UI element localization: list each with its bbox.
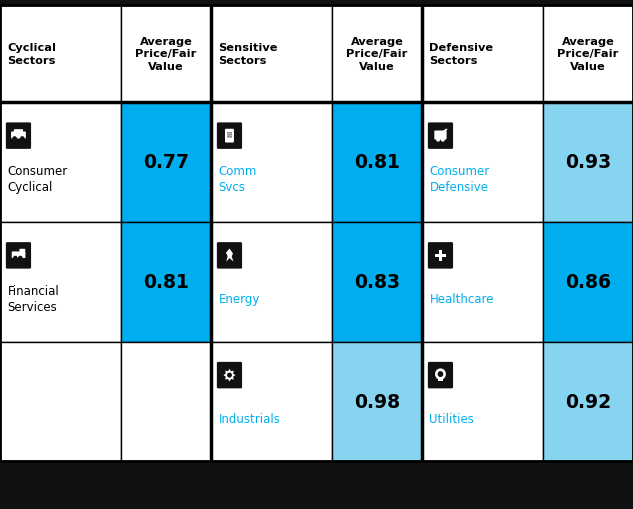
FancyBboxPatch shape [122,342,211,462]
FancyBboxPatch shape [0,103,122,222]
Circle shape [21,137,24,141]
FancyBboxPatch shape [11,132,26,139]
FancyBboxPatch shape [211,6,332,103]
FancyBboxPatch shape [543,222,633,342]
Text: Sensitive
Sectors: Sensitive Sectors [218,43,278,66]
FancyBboxPatch shape [6,123,31,150]
FancyBboxPatch shape [543,342,633,462]
Circle shape [436,370,445,379]
Text: Cyclical
Sectors: Cyclical Sectors [8,43,56,66]
FancyBboxPatch shape [332,103,422,222]
Circle shape [19,257,22,260]
FancyBboxPatch shape [543,6,633,103]
FancyBboxPatch shape [543,103,633,222]
FancyBboxPatch shape [227,133,232,139]
FancyBboxPatch shape [422,6,543,103]
Polygon shape [226,249,234,262]
Text: Consumer
Defensive: Consumer Defensive [429,165,490,194]
FancyBboxPatch shape [217,243,242,269]
FancyBboxPatch shape [422,222,543,342]
FancyBboxPatch shape [20,249,25,259]
FancyBboxPatch shape [6,243,31,269]
FancyBboxPatch shape [225,129,234,143]
FancyBboxPatch shape [428,123,453,150]
Circle shape [13,137,16,141]
FancyBboxPatch shape [434,131,447,140]
FancyBboxPatch shape [211,222,332,342]
FancyBboxPatch shape [0,222,122,342]
Polygon shape [223,369,235,382]
FancyBboxPatch shape [14,130,23,136]
FancyBboxPatch shape [211,103,332,222]
Text: 0.98: 0.98 [354,392,400,411]
Text: 0.93: 0.93 [565,153,611,172]
Circle shape [438,372,442,377]
Text: Healthcare: Healthcare [429,292,494,305]
FancyBboxPatch shape [428,362,453,388]
FancyBboxPatch shape [439,250,442,262]
Text: Average
Price/Fair
Value: Average Price/Fair Value [135,37,197,72]
Text: 0.81: 0.81 [143,273,189,292]
FancyBboxPatch shape [217,362,242,388]
FancyBboxPatch shape [332,342,422,462]
Text: 0.92: 0.92 [565,392,611,411]
FancyBboxPatch shape [211,342,332,462]
FancyBboxPatch shape [422,342,543,462]
FancyBboxPatch shape [438,378,442,381]
FancyBboxPatch shape [217,123,242,150]
FancyBboxPatch shape [11,252,25,259]
FancyBboxPatch shape [122,222,211,342]
Text: Comm
Svcs: Comm Svcs [218,165,257,194]
FancyBboxPatch shape [122,6,211,103]
Circle shape [437,139,439,142]
FancyBboxPatch shape [332,222,422,342]
Text: Financial
Services: Financial Services [8,284,59,314]
FancyBboxPatch shape [0,6,122,103]
Text: Energy: Energy [218,292,260,305]
Text: Average
Price/Fair
Value: Average Price/Fair Value [558,37,619,72]
Text: 0.83: 0.83 [354,273,400,292]
Text: Average
Price/Fair
Value: Average Price/Fair Value [346,37,408,72]
FancyBboxPatch shape [428,243,453,269]
Circle shape [228,374,231,377]
Circle shape [14,257,17,260]
Text: Consumer
Cyclical: Consumer Cyclical [8,165,68,194]
Text: 0.86: 0.86 [565,273,611,292]
Text: Utilities: Utilities [429,412,474,425]
FancyBboxPatch shape [435,254,446,258]
Text: 0.81: 0.81 [354,153,400,172]
Text: Defensive
Sectors: Defensive Sectors [429,43,494,66]
Text: Industrials: Industrials [218,412,280,425]
Circle shape [441,139,444,142]
FancyBboxPatch shape [422,103,543,222]
FancyBboxPatch shape [122,103,211,222]
Text: 0.77: 0.77 [143,153,189,172]
FancyBboxPatch shape [0,342,122,462]
FancyBboxPatch shape [332,6,422,103]
